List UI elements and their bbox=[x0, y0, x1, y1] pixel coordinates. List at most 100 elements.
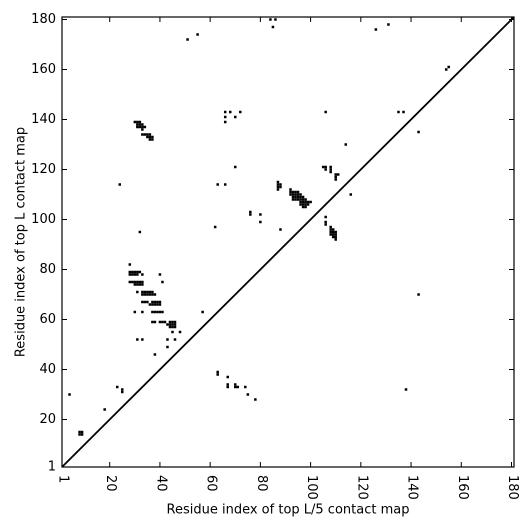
contact bbox=[236, 385, 240, 389]
contact bbox=[404, 388, 408, 391]
contact bbox=[329, 165, 332, 169]
contact bbox=[329, 233, 332, 236]
contact bbox=[143, 290, 147, 294]
contact bbox=[161, 320, 164, 324]
contact bbox=[309, 200, 312, 204]
contact bbox=[299, 195, 302, 199]
contact bbox=[80, 430, 84, 434]
contact bbox=[234, 165, 237, 169]
diagonal bbox=[61, 16, 515, 468]
contact bbox=[299, 203, 302, 206]
contact bbox=[301, 195, 305, 199]
contact bbox=[299, 193, 302, 196]
contact bbox=[156, 310, 159, 314]
contact bbox=[133, 280, 137, 284]
contact bbox=[158, 300, 162, 304]
x-tick-label: 160 bbox=[455, 475, 470, 500]
contact bbox=[141, 300, 144, 304]
x-axis-label: Residue index of top L/5 contact map bbox=[167, 503, 410, 518]
contact bbox=[329, 225, 332, 229]
contact bbox=[279, 183, 282, 186]
contact bbox=[234, 115, 237, 119]
contact bbox=[296, 190, 300, 194]
contact bbox=[417, 293, 420, 296]
contact bbox=[128, 263, 132, 266]
contact bbox=[223, 115, 227, 119]
contact bbox=[138, 270, 142, 274]
contact bbox=[259, 213, 262, 216]
contact bbox=[121, 388, 124, 391]
contact bbox=[141, 293, 144, 296]
contact bbox=[301, 200, 305, 204]
contact bbox=[136, 125, 139, 129]
contact bbox=[171, 323, 174, 326]
contact bbox=[138, 283, 142, 286]
contact bbox=[146, 300, 149, 304]
contact bbox=[329, 170, 332, 174]
contact bbox=[138, 125, 142, 129]
contact bbox=[294, 195, 297, 199]
contact bbox=[334, 233, 337, 236]
y-tick-label: 140 bbox=[31, 112, 56, 127]
plot-frame bbox=[61, 16, 515, 468]
contact bbox=[402, 110, 405, 114]
contact bbox=[306, 203, 310, 206]
contact bbox=[239, 110, 242, 114]
contact bbox=[141, 310, 144, 314]
contact bbox=[331, 228, 335, 231]
y-tick-label: 100 bbox=[31, 212, 56, 227]
contact bbox=[249, 213, 252, 216]
contact bbox=[156, 300, 159, 304]
contact bbox=[146, 133, 149, 136]
contact bbox=[158, 320, 162, 324]
contact bbox=[141, 280, 144, 284]
contact bbox=[291, 198, 295, 201]
contact bbox=[246, 393, 250, 396]
contact bbox=[173, 323, 177, 326]
contact bbox=[444, 68, 448, 71]
contact bbox=[131, 280, 134, 284]
contact bbox=[201, 310, 204, 314]
contact bbox=[244, 385, 247, 389]
y-axis-label: Residue index of top L contact map bbox=[14, 127, 29, 357]
contact bbox=[153, 320, 157, 324]
contact bbox=[331, 235, 335, 239]
contact bbox=[171, 320, 174, 324]
contact bbox=[136, 123, 139, 126]
contact bbox=[141, 290, 144, 294]
contact bbox=[128, 280, 132, 284]
contact bbox=[289, 190, 292, 194]
contact bbox=[136, 120, 139, 124]
x-tick-label: 40 bbox=[153, 475, 168, 492]
contact bbox=[141, 125, 144, 129]
contact bbox=[78, 430, 81, 434]
contact bbox=[168, 325, 172, 329]
contact bbox=[151, 290, 154, 294]
contact bbox=[171, 325, 174, 329]
contact bbox=[136, 338, 139, 341]
contact bbox=[118, 183, 122, 186]
contact bbox=[141, 273, 144, 276]
contact bbox=[324, 165, 327, 169]
contact bbox=[223, 120, 227, 124]
contact bbox=[131, 270, 134, 274]
contact bbox=[133, 273, 137, 276]
contact bbox=[344, 143, 348, 146]
contact bbox=[151, 310, 154, 314]
contact bbox=[136, 280, 139, 284]
contact bbox=[128, 270, 132, 274]
contact bbox=[259, 220, 262, 224]
contact bbox=[349, 193, 353, 196]
contact bbox=[279, 228, 282, 231]
contact bbox=[336, 173, 340, 176]
contact bbox=[153, 300, 157, 304]
contact bbox=[141, 123, 144, 126]
x-tick-label: 180 bbox=[505, 475, 520, 500]
contact bbox=[306, 200, 310, 204]
contact bbox=[148, 303, 152, 306]
contact bbox=[186, 38, 189, 41]
contact bbox=[289, 193, 292, 196]
contact bbox=[136, 273, 139, 276]
contact bbox=[276, 185, 280, 189]
contact bbox=[276, 180, 280, 184]
